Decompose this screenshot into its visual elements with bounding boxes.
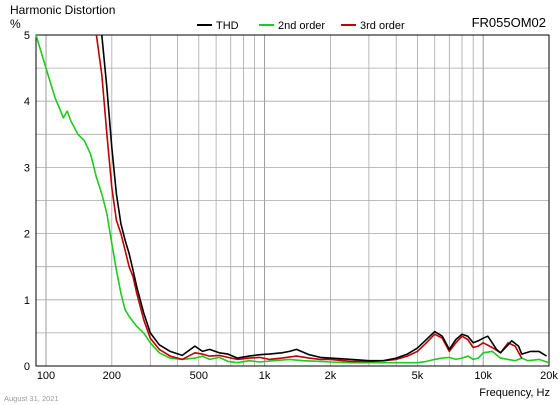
x-tick-label: 200 <box>103 370 121 382</box>
y-tick-label: 0 <box>24 361 30 373</box>
y-tick-label: 4 <box>24 96 30 108</box>
x-tick-label: 10k <box>474 370 492 382</box>
x-tick-label: 1k <box>259 370 271 382</box>
y-axis-label: % <box>10 17 21 31</box>
x-tick-label: 100 <box>37 370 55 382</box>
y-tick-label: 3 <box>24 162 30 174</box>
y-tick-label: 5 <box>24 30 30 42</box>
tick-labels: 100 200 500 1k 2k 5k 10k 20k 0 1 2 3 4 5 <box>24 30 558 382</box>
chart-title: Harmonic Distortion <box>10 3 115 17</box>
y-tick-label: 2 <box>24 229 30 241</box>
x-tick-label: 500 <box>190 370 208 382</box>
legend-item-thd: THD <box>197 20 239 32</box>
legend-item-3rd-order: 3rd order <box>341 20 405 32</box>
footer-date: August 31, 2021 <box>4 394 59 403</box>
series-line-thd <box>101 34 548 362</box>
series-line-2nd-order <box>35 34 550 364</box>
legend-label-3rd-order: 3rd order <box>360 20 405 32</box>
legend: THD 2nd order 3rd order <box>197 20 405 32</box>
legend-label-thd: THD <box>216 20 239 32</box>
x-tick-label: 2k <box>325 370 337 382</box>
legend-label-2nd-order: 2nd order <box>278 20 325 32</box>
x-axis-label: Frequency, Hz <box>479 387 550 399</box>
legend-item-2nd-order: 2nd order <box>259 20 325 32</box>
model-label: FR055OM02 <box>472 15 546 30</box>
grid <box>36 35 549 366</box>
plot-frame <box>35 34 550 367</box>
x-tick-label: 5k <box>412 370 424 382</box>
series-line-3rd-order <box>95 34 523 363</box>
y-tick-label: 1 <box>24 295 30 307</box>
x-tick-label: 20k <box>540 370 558 382</box>
series-lines <box>35 34 550 364</box>
